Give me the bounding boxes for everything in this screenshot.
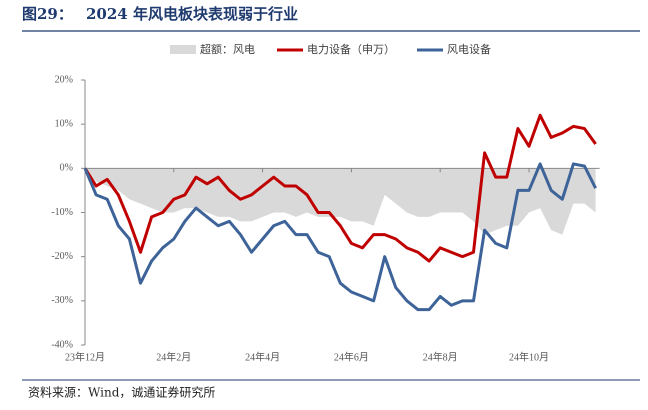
figure-label: 图29： [22, 5, 73, 23]
y-tick-label: -40% [51, 339, 73, 350]
x-tick-label: 24年8月 [423, 350, 458, 363]
y-tick-label: 10% [55, 118, 73, 129]
legend-swatch [170, 45, 196, 54]
x-tick-label: 24年6月 [334, 350, 369, 363]
y-tick-label: 20% [55, 74, 73, 85]
x-tick-label: 23年12月 [65, 350, 105, 363]
y-tick-label: 0% [60, 163, 73, 174]
source: 资料来源：Wind，诚通证券研究所 [28, 385, 215, 400]
y-tick-label: -20% [51, 251, 73, 262]
legend-label: 风电设备 [447, 42, 491, 56]
chart-title: 2024 年风电板块表现弱于行业 [86, 5, 298, 23]
line [83, 162, 597, 312]
x-tick-label: 24年10月 [509, 350, 549, 363]
x-tick-label: 24年2月 [156, 350, 191, 363]
legend-label: 超额：风电 [200, 42, 255, 56]
legend-label: 电力设备（申万） [307, 42, 395, 56]
y-tick-label: -30% [51, 295, 73, 306]
line [83, 113, 597, 263]
x-tick-label: 24年4月 [245, 350, 280, 363]
area [85, 168, 596, 235]
y-tick-label: -10% [51, 207, 73, 218]
